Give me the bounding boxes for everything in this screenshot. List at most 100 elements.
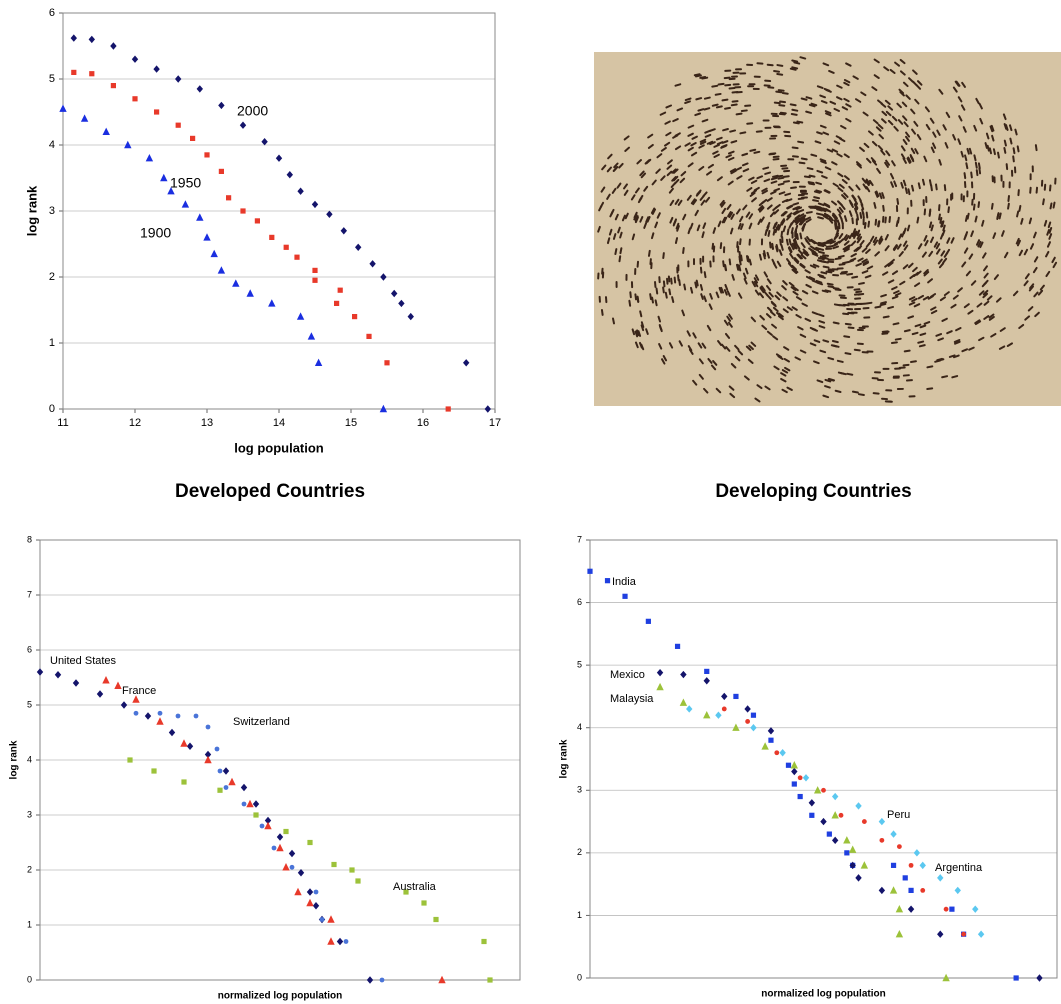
ant [781,92,789,95]
ant [825,208,832,213]
ant [792,290,799,296]
x-tick-label: 17 [489,417,501,429]
ant [748,213,754,220]
ant [912,69,918,75]
ant [824,189,831,194]
ant [837,371,845,375]
data-point [264,816,272,825]
ant [970,171,973,179]
ant [800,157,808,161]
ant [739,131,747,135]
ant [676,107,684,112]
ant [808,276,816,281]
ant [799,349,807,354]
ant [965,162,969,170]
ant [923,269,929,275]
ant [727,321,733,328]
ant [776,311,782,318]
ant [1037,289,1044,296]
ant [656,212,661,219]
ant [775,90,783,94]
ant [662,252,665,260]
data-point [153,65,160,73]
ant [709,141,716,146]
ant [856,163,862,169]
ant [743,277,748,285]
ant [730,362,737,369]
ant [977,240,982,248]
ant [817,257,825,261]
ant [988,147,993,155]
ant [846,272,854,276]
ant [828,69,835,74]
ant [1016,210,1020,218]
ant [703,295,707,303]
data-point [132,695,140,703]
ant [624,212,629,220]
ant [708,303,713,310]
y-axis-label: log rank [9,740,20,779]
ant [792,286,799,292]
ant [809,245,816,250]
ant [751,197,757,203]
ant [681,309,686,317]
ant [766,251,770,259]
ant [645,328,649,335]
data-point [160,173,168,182]
ant [780,372,787,377]
y-tick-label: 0 [577,972,582,982]
data-point [110,42,117,50]
ant [797,197,805,201]
ant [943,184,947,192]
ant [614,213,619,221]
ant [772,222,777,230]
ant [813,206,821,210]
ant [843,78,851,84]
ant [782,225,787,233]
data-point [721,692,728,701]
ant [942,124,947,131]
ant [890,181,895,188]
ant [645,158,652,165]
ant [758,253,763,261]
ant [777,355,784,360]
ant [909,360,917,364]
ant [759,286,765,293]
ant [824,110,832,115]
ant [1003,123,1008,130]
ant [864,274,872,279]
ant [1002,113,1007,121]
ant [745,211,751,218]
ant [838,206,844,213]
ant [879,302,887,307]
ant [961,261,967,268]
ant [812,199,820,203]
data-point [878,817,886,826]
ant [791,264,797,271]
ant [764,385,771,391]
data-point [849,861,856,870]
ant [964,215,968,222]
data-point [895,930,904,938]
ant [855,184,861,191]
ant [880,293,887,298]
ant [760,285,766,292]
ant [1052,201,1056,209]
ant [819,158,827,163]
ant [725,346,731,352]
data-point [276,843,284,852]
ant [692,379,698,386]
ant [720,343,727,350]
ant [766,197,773,202]
ant [735,166,743,171]
data-point [656,682,664,691]
ant [636,329,640,337]
ant [968,253,974,260]
ant [805,218,812,224]
ant [966,147,970,155]
ant [770,300,777,307]
data-point [896,844,902,849]
ant [699,140,707,145]
ant [924,106,930,113]
ant [699,76,707,79]
